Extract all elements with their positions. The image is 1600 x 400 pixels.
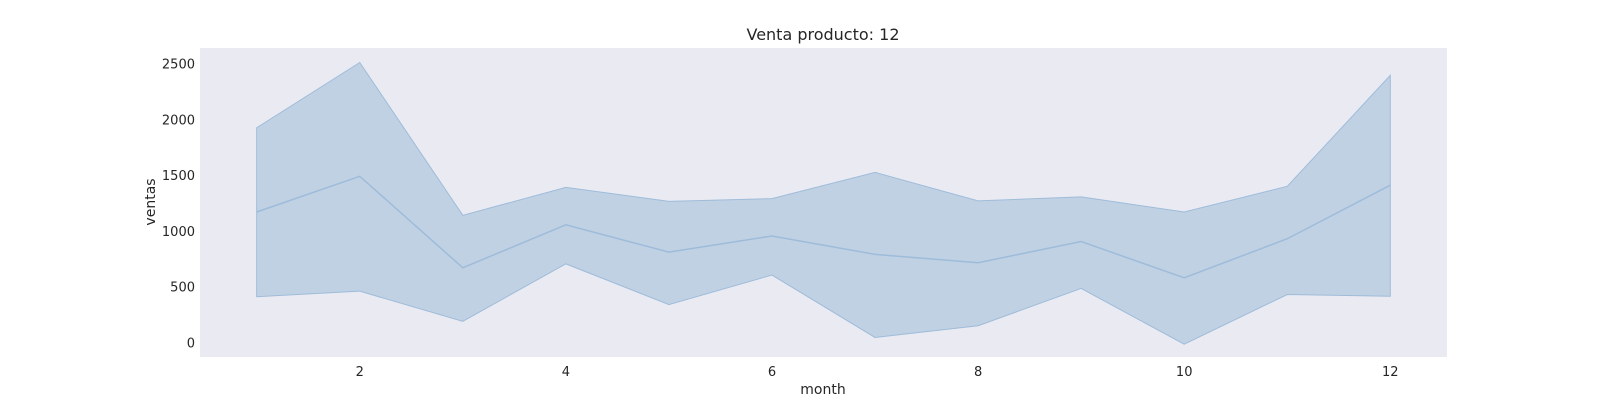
x-axis-label: month (800, 382, 845, 398)
y-tick-labels: 0 500 1000 1500 2000 2500 (162, 58, 195, 352)
y-tick-label: 1500 (162, 169, 195, 184)
x-tick-labels: 2 4 6 8 10 12 (356, 365, 1399, 380)
y-tick-label: 0 (187, 337, 195, 352)
y-tick-label: 500 (170, 281, 195, 296)
x-tick-label: 10 (1176, 365, 1193, 380)
x-tick-label: 2 (356, 365, 364, 380)
x-tick-label: 4 (562, 365, 570, 380)
confidence-band-layer (256, 61, 1391, 345)
series-line (256, 175, 1391, 279)
y-tick-label: 2000 (162, 113, 195, 128)
x-tick-label: 8 (974, 365, 982, 380)
chart-title: Venta producto: 12 (746, 25, 899, 44)
y-tick-label: 2500 (162, 58, 195, 73)
x-tick-label: 12 (1382, 365, 1399, 380)
y-tick-label: 1000 (162, 225, 195, 240)
y-axis-label: ventas (143, 178, 159, 225)
series-line-layer (256, 175, 1391, 279)
confidence-band (256, 61, 1391, 345)
x-tick-label: 6 (768, 365, 776, 380)
